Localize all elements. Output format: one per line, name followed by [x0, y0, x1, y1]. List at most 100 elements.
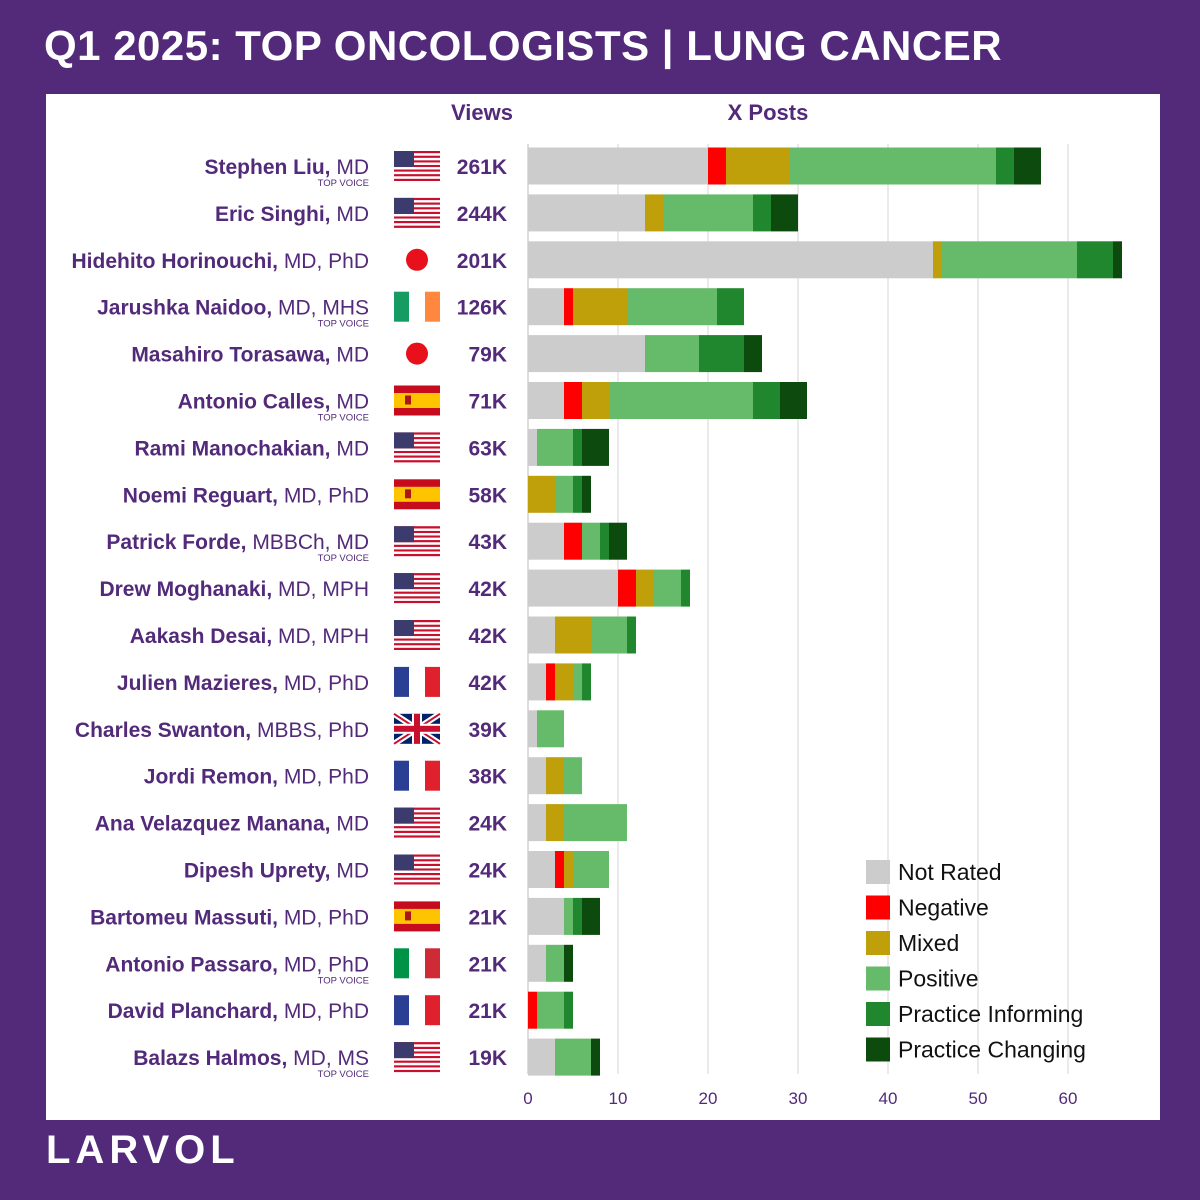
views-value: 42K — [468, 578, 507, 601]
oncologist-name-label: Jarushka Naidoo, MD, MHS — [97, 297, 369, 320]
oncologist-name-label: Antonio Calles, MD — [178, 391, 369, 414]
oncologist-name: Jarushka Naidoo, — [97, 297, 272, 320]
bar-segment-negative — [555, 851, 564, 888]
bar-segment-negative — [528, 991, 537, 1029]
oncologist-name-label: Dipesh Uprety, MD — [184, 860, 369, 883]
us-flag — [394, 526, 440, 557]
bar-segment-negative — [546, 663, 555, 701]
us-flag — [394, 151, 440, 181]
bar-segment-not-rated — [528, 194, 645, 232]
oncologist-name-label: Stephen Liu, MD — [205, 156, 370, 179]
legend: Not Rated Negative Mixed Positive Practice I… — [866, 859, 1086, 1063]
oncologist-credentials: MBBCh, MD — [246, 531, 369, 554]
oncologist-credentials: MD — [331, 437, 370, 460]
bar-segment-practice-informing — [753, 382, 780, 419]
oncologist-credentials: MD, PhD — [278, 484, 369, 507]
bar-segment-negative — [564, 382, 582, 419]
bar-segment-positive — [555, 1038, 591, 1076]
bar-segment-not-rated — [528, 1038, 555, 1076]
bar-segment-positive — [789, 147, 996, 185]
oncologist-row: Jordi Remon, MD, PhD 38K — [144, 757, 582, 795]
bar-segment-positive — [573, 663, 582, 701]
bar-segment-mixed — [582, 382, 609, 419]
jp-flag — [406, 342, 428, 365]
oncologist-name-label: Patrick Forde, MBBCh, MD — [106, 531, 369, 554]
bar-segment-mixed — [645, 194, 663, 232]
legend-label: Negative — [898, 895, 989, 921]
views-value: 21K — [468, 953, 507, 976]
oncologist-row: Bartomeu Massuti, MD, PhD 21K — [90, 897, 600, 935]
oncologist-name: Balazs Halmos, — [133, 1047, 287, 1070]
us-flag — [394, 807, 440, 838]
views-value: 24K — [468, 860, 507, 883]
oncologist-credentials: MD — [331, 203, 370, 226]
oncologist-name: Aakash Desai, — [130, 625, 272, 648]
oncologist-name-label: Julien Mazieres, MD, PhD — [117, 672, 369, 695]
oncologist-name: Charles Swanton, — [75, 719, 251, 742]
chart-panel: 0 10 20 30 40 50 60 Views X Posts Stephen Liu, MD… — [46, 94, 1160, 1120]
bar-segment-not-rated — [528, 335, 645, 373]
oncologist-name: Patrick Forde, — [106, 531, 246, 554]
bar-segment-not-rated — [528, 663, 546, 701]
oncologist-row: Eric Singhi, MD 244K — [215, 194, 798, 232]
es-flag — [394, 479, 440, 510]
oncologist-row: Hidehito Horinouchi, MD, PhD 201K — [72, 241, 1122, 279]
bar-segment-practice-informing — [573, 428, 582, 466]
bar-segment-not-rated — [528, 147, 708, 185]
views-value: 201K — [457, 250, 507, 273]
chart-title: Q1 2025: TOP ONCOLOGISTS | LUNG CANCER — [44, 22, 1003, 69]
oncologist-row: Rami Manochakian, MD 63K — [134, 428, 609, 466]
oncologist-name: Masahiro Torasawa, — [131, 344, 330, 367]
uk-flag — [392, 711, 442, 747]
views-value: 71K — [468, 391, 507, 414]
oncologist-name-label: Antonio Passaro, MD, PhD — [105, 953, 369, 976]
bar-segment-not-rated — [528, 757, 546, 795]
bar-segment-practice-informing — [582, 663, 591, 701]
oncologist-credentials: MD — [331, 156, 370, 179]
bar-segment-practice-changing — [582, 428, 609, 466]
x-tick-label: 60 — [1059, 1089, 1078, 1108]
top-voice-badge: TOP VOICE — [318, 413, 369, 424]
bar-segment-mixed — [573, 288, 627, 326]
bar-segment-positive — [537, 991, 564, 1029]
bar-segment-mixed — [555, 663, 573, 701]
views-column-header: Views — [451, 100, 513, 125]
views-value: 79K — [468, 344, 507, 367]
ie-flag — [394, 291, 440, 322]
legend-label: Not Rated — [898, 859, 1002, 885]
legend-swatch — [866, 860, 890, 884]
bar-segment-positive — [627, 288, 717, 326]
bar-segment-negative — [708, 147, 726, 185]
bar-segment-practice-changing — [1014, 147, 1041, 185]
brand-logo: LARVOL — [46, 1128, 240, 1172]
top-voice-badge: TOP VOICE — [318, 553, 369, 564]
x-posts-column-header: X Posts — [728, 100, 809, 125]
oncologist-name: Eric Singhi, — [215, 203, 331, 226]
bar-segment-not-rated — [528, 944, 546, 982]
bar-segment-practice-changing — [582, 897, 600, 935]
bar-segment-positive — [573, 851, 609, 888]
bar-segment-not-rated — [528, 804, 546, 842]
bar-segment-positive — [654, 569, 681, 607]
jp-flag — [406, 248, 428, 271]
bar-segment-not-rated — [528, 522, 564, 560]
top-voice-badge: TOP VOICE — [318, 975, 369, 986]
us-flag — [394, 620, 440, 650]
views-value: 43K — [468, 531, 507, 554]
views-value: 42K — [468, 672, 507, 695]
bar-segment-positive — [609, 382, 753, 419]
oncologist-credentials: MD, PhD — [278, 953, 369, 976]
oncologist-name: Jordi Remon, — [144, 766, 278, 789]
bar-segment-positive — [645, 335, 699, 373]
bar-segment-practice-changing — [564, 944, 573, 982]
views-value: 58K — [468, 484, 507, 507]
bar-segment-positive — [564, 804, 627, 842]
oncologist-credentials: MD, PhD — [278, 906, 369, 929]
bar-segment-mixed — [636, 569, 654, 607]
top-voice-badge: TOP VOICE — [318, 319, 369, 330]
oncologist-row: Charles Swanton, MBBS, PhD 39K — [75, 710, 564, 748]
bar-segment-not-rated — [528, 897, 564, 935]
bar-segment-negative — [564, 288, 573, 326]
